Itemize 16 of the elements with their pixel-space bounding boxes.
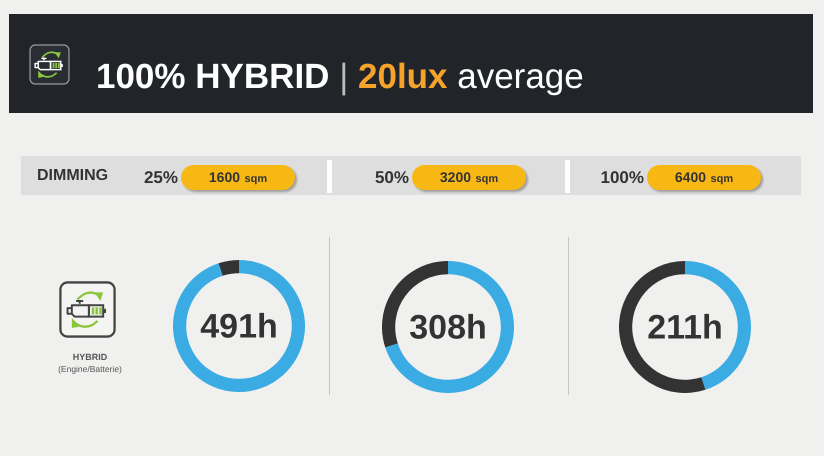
text: 100% HYBRID | 20lux average [96, 57, 584, 96]
text: HYBRID [72, 352, 108, 362]
text: 211h [647, 308, 723, 346]
chart-subtitle: 1600 sqm [208, 169, 268, 185]
chart-subtitle: 3200 sqm [440, 169, 498, 185]
pill: 6400 sqm [647, 165, 761, 190]
text: DIMMING [37, 167, 108, 184]
text: (Engine/Batterie) [58, 364, 122, 374]
chart-title: 100% [600, 168, 644, 187]
chart-subtitle: 6400 sqm [674, 169, 734, 185]
text: 308h [409, 308, 487, 346]
pill: 3200 sqm [412, 165, 526, 190]
chart-title: 25% [144, 168, 178, 187]
chart-title: 50% [374, 168, 409, 187]
text: 491h [200, 307, 278, 346]
pill: 1600 sqm [181, 165, 295, 190]
